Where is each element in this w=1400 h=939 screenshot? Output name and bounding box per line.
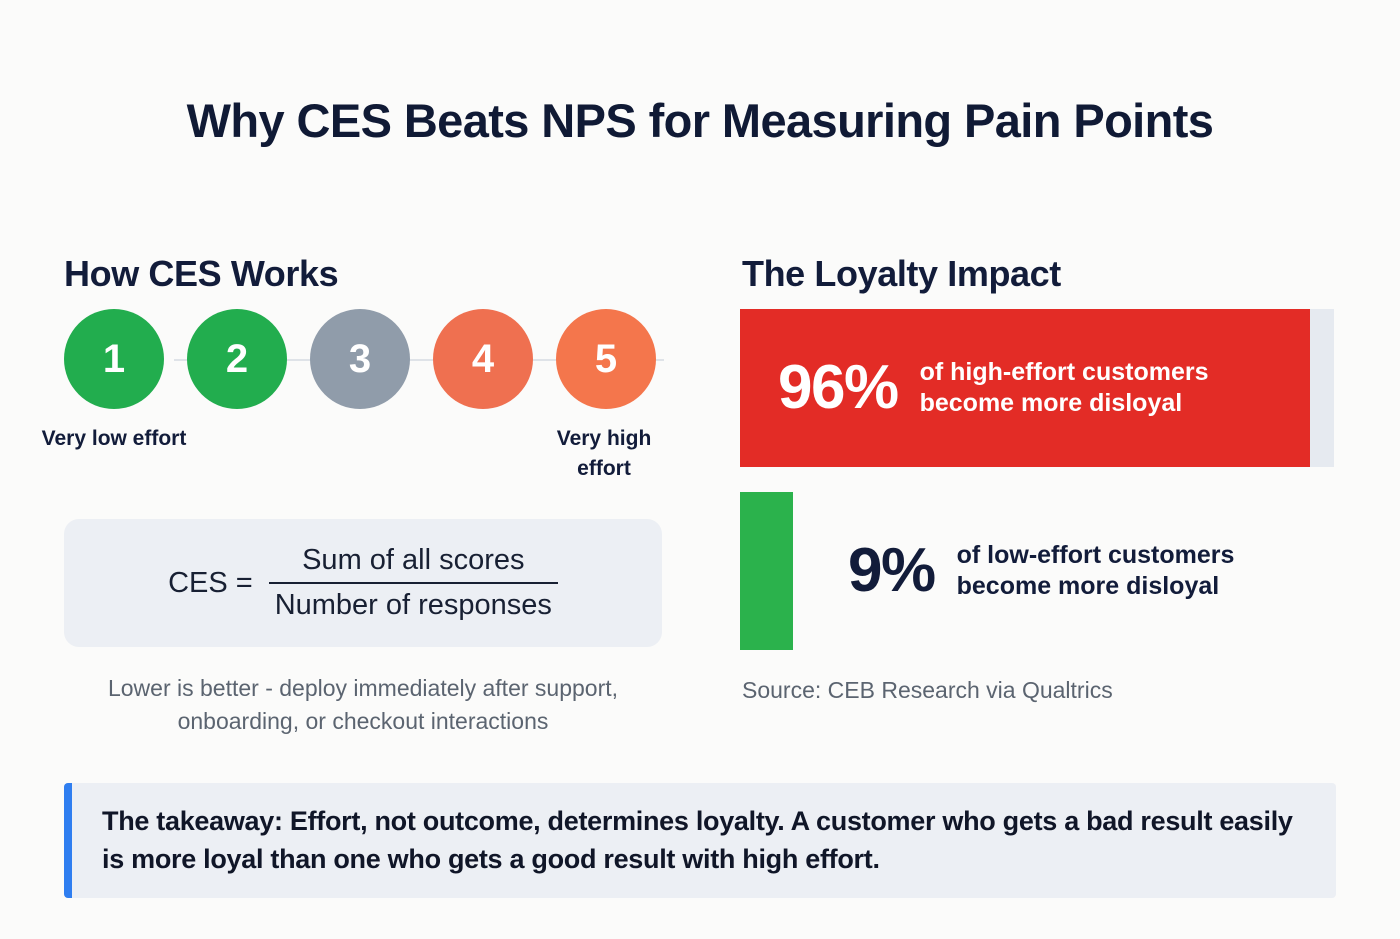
ces-formula: CES = Sum of all scores Number of respon… xyxy=(168,543,558,623)
ces-usage-note: Lower is better - deploy immediately aft… xyxy=(107,675,619,734)
stat-bar-track-low xyxy=(740,492,1334,650)
takeaway-accent-bar xyxy=(64,783,72,898)
formula-denominator: Number of responses xyxy=(274,589,552,621)
scale-label-very-low-effort: Very low effort xyxy=(41,427,187,450)
scale-point-1[interactable]: 1 xyxy=(64,309,164,409)
stat-number-high: 96% xyxy=(778,353,899,422)
stat-bar-fill-low xyxy=(740,492,794,650)
scale-point-3[interactable]: 3 xyxy=(310,309,410,409)
ces-scale: 1 2 3 4 5 xyxy=(64,309,664,411)
page-title: Why CES Beats NPS for Measuring Pain Poi… xyxy=(186,94,1214,148)
scale-label-very-high-effort: Very high effort xyxy=(556,427,652,481)
stat-bar-fill-high xyxy=(740,309,1311,467)
source-note: Source: CEB Research via Qualtrics xyxy=(742,677,1113,703)
scale-point-2[interactable]: 2 xyxy=(187,309,287,409)
stat-low-effort: 9% of low-effort customers become more d… xyxy=(740,492,1334,650)
scale-point-4[interactable]: 4 xyxy=(433,309,533,409)
section-heading-how-ces-works: How CES Works xyxy=(64,252,339,294)
stat-number-low: 9% xyxy=(848,536,936,605)
takeaway-text: The takeaway: Effort, not outcome, deter… xyxy=(102,806,1293,874)
stat-label-low: of low-effort customers become more disl… xyxy=(956,540,1235,601)
takeaway-banner: The takeaway: Effort, not outcome, deter… xyxy=(64,783,1336,898)
section-heading-loyalty-impact: The Loyalty Impact xyxy=(742,252,1061,294)
stat-content-high: 96% of high-effort customers become more… xyxy=(778,309,1209,467)
stat-content-low: 9% of low-effort customers become more d… xyxy=(848,492,1234,650)
formula-divider-line xyxy=(268,582,558,584)
stat-high-effort: 96% of high-effort customers become more… xyxy=(740,309,1334,467)
stat-label-high: of high-effort customers become more dis… xyxy=(919,357,1209,418)
scale-point-5[interactable]: 5 xyxy=(556,309,656,409)
formula-fraction: Sum of all scores Number of responses xyxy=(268,543,558,623)
formula-numerator: Sum of all scores xyxy=(302,544,525,576)
ces-formula-box: CES = Sum of all scores Number of respon… xyxy=(64,519,662,647)
formula-left-side: CES = xyxy=(168,566,253,599)
scale-circle-group: 1 2 3 4 5 xyxy=(64,309,656,409)
scale-connector-line xyxy=(174,359,664,361)
